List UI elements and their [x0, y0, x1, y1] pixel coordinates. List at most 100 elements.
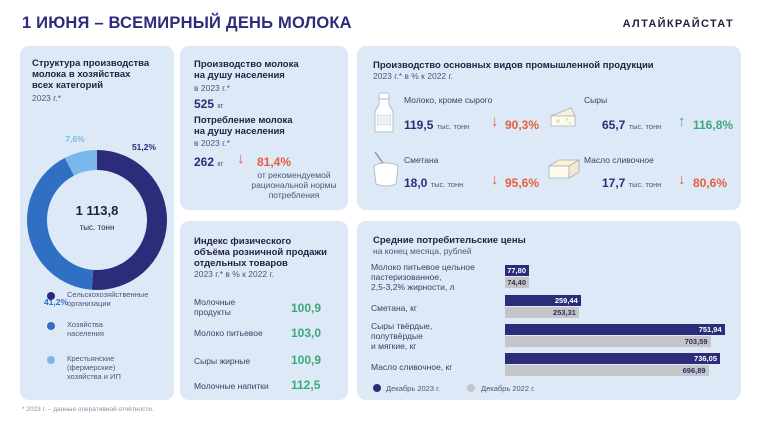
product-item-butter: Масло сливочное 17,7 тыс. тонн ↓ 80,6% [547, 148, 737, 200]
legend-item: Крестьянские (фермерские) хозяйства и ИП [47, 354, 172, 388]
retail-rows: Молочные продукты 100,9 Молоко питьевое … [194, 297, 344, 402]
product-unit: тыс. тонн [628, 180, 662, 189]
cons-value: 262 [194, 155, 215, 169]
prod-unit: кг [217, 101, 224, 110]
cons-unit: кг [217, 159, 224, 168]
product-item-sour-cream: Сметана 18,0 тыс. тонн ↓ 95,6% [369, 148, 559, 200]
product-name: Сметана [404, 155, 439, 165]
product-unit: тыс. тонн [430, 180, 464, 189]
arrow-down-icon: ↓ [678, 171, 686, 188]
retail-title-line1: Индекс физического [194, 236, 292, 247]
legend-text: населения [67, 329, 104, 338]
legend-dot-current [373, 384, 381, 392]
product-value-block: 119,5 тыс. тонн [404, 118, 469, 132]
price-bar-prev: 696,89 [505, 365, 709, 376]
prod-year: в 2023 г.* [194, 83, 230, 93]
price-label-line: Молоко питьевое цельное [371, 262, 475, 272]
structure-year: 2023 г.* [32, 93, 62, 103]
cons-year: в 2023 г.* [194, 138, 230, 148]
legend-text: Крестьянские [67, 354, 115, 363]
prices-card: Средние потребительские цены на конец ме… [357, 221, 741, 400]
prod-title-line1: Производство молока [194, 59, 299, 70]
price-label-line: Масло сливочное, кг [371, 362, 453, 372]
donut-total-unit: тыс. тонн [80, 223, 115, 232]
row-value: 103,0 [291, 326, 322, 340]
prices-subtitle: на конец месяца, рублей [373, 246, 472, 256]
legend-text: Сельскохозяйственные [67, 290, 149, 299]
cons-title: Потребление молока на душу населения [194, 115, 293, 137]
donut-slice [27, 157, 94, 290]
brand-logo: АЛТАЙКРАЙСТАТ [622, 18, 734, 30]
legend-dot-farms [47, 356, 55, 364]
structure-legend: Сельскохозяйственные организации Хозяйст… [47, 290, 172, 388]
price-bar-prev: 253,31 [505, 307, 579, 318]
legend-text: организации [67, 299, 111, 308]
percapita-card: Производство молока на душу населения в … [180, 46, 348, 210]
row-label: Молоко питьевое [194, 328, 263, 338]
cons-note: от рекомендуемой рациональной нормы потр… [249, 170, 339, 200]
cons-value-block: 262 кг [194, 155, 223, 169]
donut-label-households: 41,2% [44, 297, 69, 307]
footnote: * 2023 г. – данные оперативной отчётност… [22, 406, 154, 413]
product-unit: тыс. тонн [436, 122, 470, 131]
donut-label-agri: 51,2% [132, 142, 157, 152]
product-pct: 116,8% [693, 118, 734, 132]
structure-title-line3: всех категорий [32, 80, 104, 91]
price-label-line: Сметана, кг [371, 303, 417, 313]
donut-slices [27, 150, 167, 290]
table-row: Молочные напитки 112,5 [194, 377, 344, 402]
product-value: 18,0 [404, 176, 428, 190]
price-label-line: Сыры твёрдые, [371, 321, 433, 331]
product-name: Сыры [584, 95, 608, 105]
product-pct: 80,6% [693, 176, 728, 190]
price-bar-current: 77,80 [505, 265, 529, 276]
product-value: 65,7 [602, 118, 626, 132]
row-label-line: продукты [194, 307, 231, 317]
arrow-down-icon: ↓ [491, 113, 499, 130]
product-item-milk: Молоко, кроме сырого 119,5 тыс. тонн ↓ 9… [369, 90, 559, 142]
prod-value: 525 [194, 97, 215, 111]
legend-dot-households [47, 322, 55, 330]
price-label-line: пастеризованное, [371, 272, 442, 282]
row-value: 112,5 [291, 378, 321, 392]
butter-icon [547, 159, 581, 179]
donut-label-farms: 7,6% [65, 134, 85, 144]
price-label-milk: Молоко питьевое цельное пастеризованное,… [371, 262, 506, 292]
price-label-sour-cream: Сметана, кг [371, 303, 417, 313]
product-name: Масло сливочное [584, 155, 654, 165]
retail-card: Индекс физического объёма розничной прод… [180, 221, 348, 400]
legend-label: Крестьянские (фермерские) хозяйства и ИП [67, 354, 121, 381]
legend-item: Хозяйства населения [47, 320, 172, 354]
price-bar-current: 751,94 [505, 324, 725, 335]
retail-title-line3: отдельных товаров [194, 258, 288, 269]
row-value: 100,9 [291, 353, 322, 367]
price-bar-current: 736,05 [505, 353, 720, 364]
cons-note-line3: потребления [268, 190, 320, 200]
price-label-butter: Масло сливочное, кг [371, 362, 452, 372]
legend-dot-agri [47, 292, 55, 300]
cheese-icon [550, 107, 576, 127]
product-value-block: 65,7 тыс. тонн [602, 118, 661, 132]
price-bar-current: 259,44 [505, 295, 581, 306]
product-value-block: 17,7 тыс. тонн [602, 176, 661, 190]
product-pct: 95,6% [505, 176, 540, 190]
donut-chart: 1 113,8 тыс. тонн 51,2% 41,2% 7,6% [27, 134, 167, 307]
prod-title: Производство молока на душу населения [194, 59, 299, 81]
table-row: Молочные продукты 100,9 [194, 297, 344, 324]
table-row: Молоко питьевое 103,0 [194, 324, 344, 352]
row-label: Сыры жирные [194, 356, 251, 366]
product-unit: тыс. тонн [628, 122, 662, 131]
price-label-line: 2,5-3,2% жирности, л [371, 282, 455, 292]
cons-title-line1: Потребление молока [194, 115, 293, 126]
cons-note-line2: рациональной нормы [251, 180, 337, 190]
industrial-subtitle: 2023 г.* в % к 2022 г. [373, 71, 453, 81]
product-value-block: 18,0 тыс. тонн [404, 176, 463, 190]
product-item-cheese: Сыры 65,7 тыс. тонн ↑ 116,8% [547, 90, 737, 142]
price-bar-prev: 703,59 [505, 336, 711, 347]
legend-label-prev: Декабрь 2022 г. [481, 383, 535, 393]
cons-title-line2: на душу населения [194, 126, 285, 137]
arrow-up-icon: ↑ [678, 113, 686, 130]
row-label: Молочные напитки [194, 381, 269, 391]
product-value: 119,5 [404, 118, 434, 132]
legend-dot-prev [467, 384, 475, 392]
